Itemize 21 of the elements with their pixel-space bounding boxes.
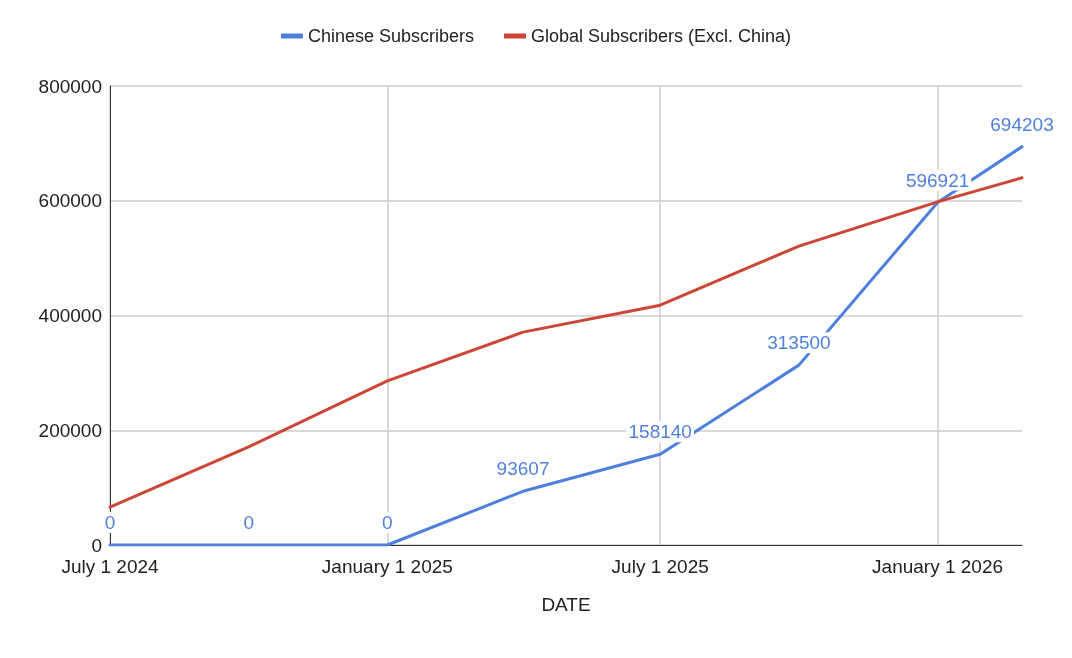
y-tick-label: 200000 [38,419,102,441]
data-label: 313500 [767,332,831,354]
line-series [108,176,1024,509]
x-tick-label: January 1 2025 [321,556,453,577]
legend-label: Chinese Subscribers [307,26,474,46]
y-tick-label: 400000 [38,305,102,326]
data-label: 158140 [628,421,692,443]
data-label: 93607 [496,458,550,480]
y-tick-label: 0 [91,534,102,556]
data-label: 0 [243,512,254,533]
data-label: 694203 [990,113,1054,135]
data-label: 596921 [905,169,970,191]
x-tick-label: January 1 2026 [872,556,1004,577]
data-label: 0 [104,512,116,533]
y-tick-label: 600000 [38,190,102,212]
x-tick-label: July 1 2024 [61,556,160,577]
y-tick-label: 800000 [38,75,102,97]
data-label: 0 [382,512,393,533]
x-axis-title: DATE [541,594,591,615]
legend-label: Global Subscribers (Excl. China) [530,26,792,46]
x-tick-label: July 1 2025 [611,556,709,577]
